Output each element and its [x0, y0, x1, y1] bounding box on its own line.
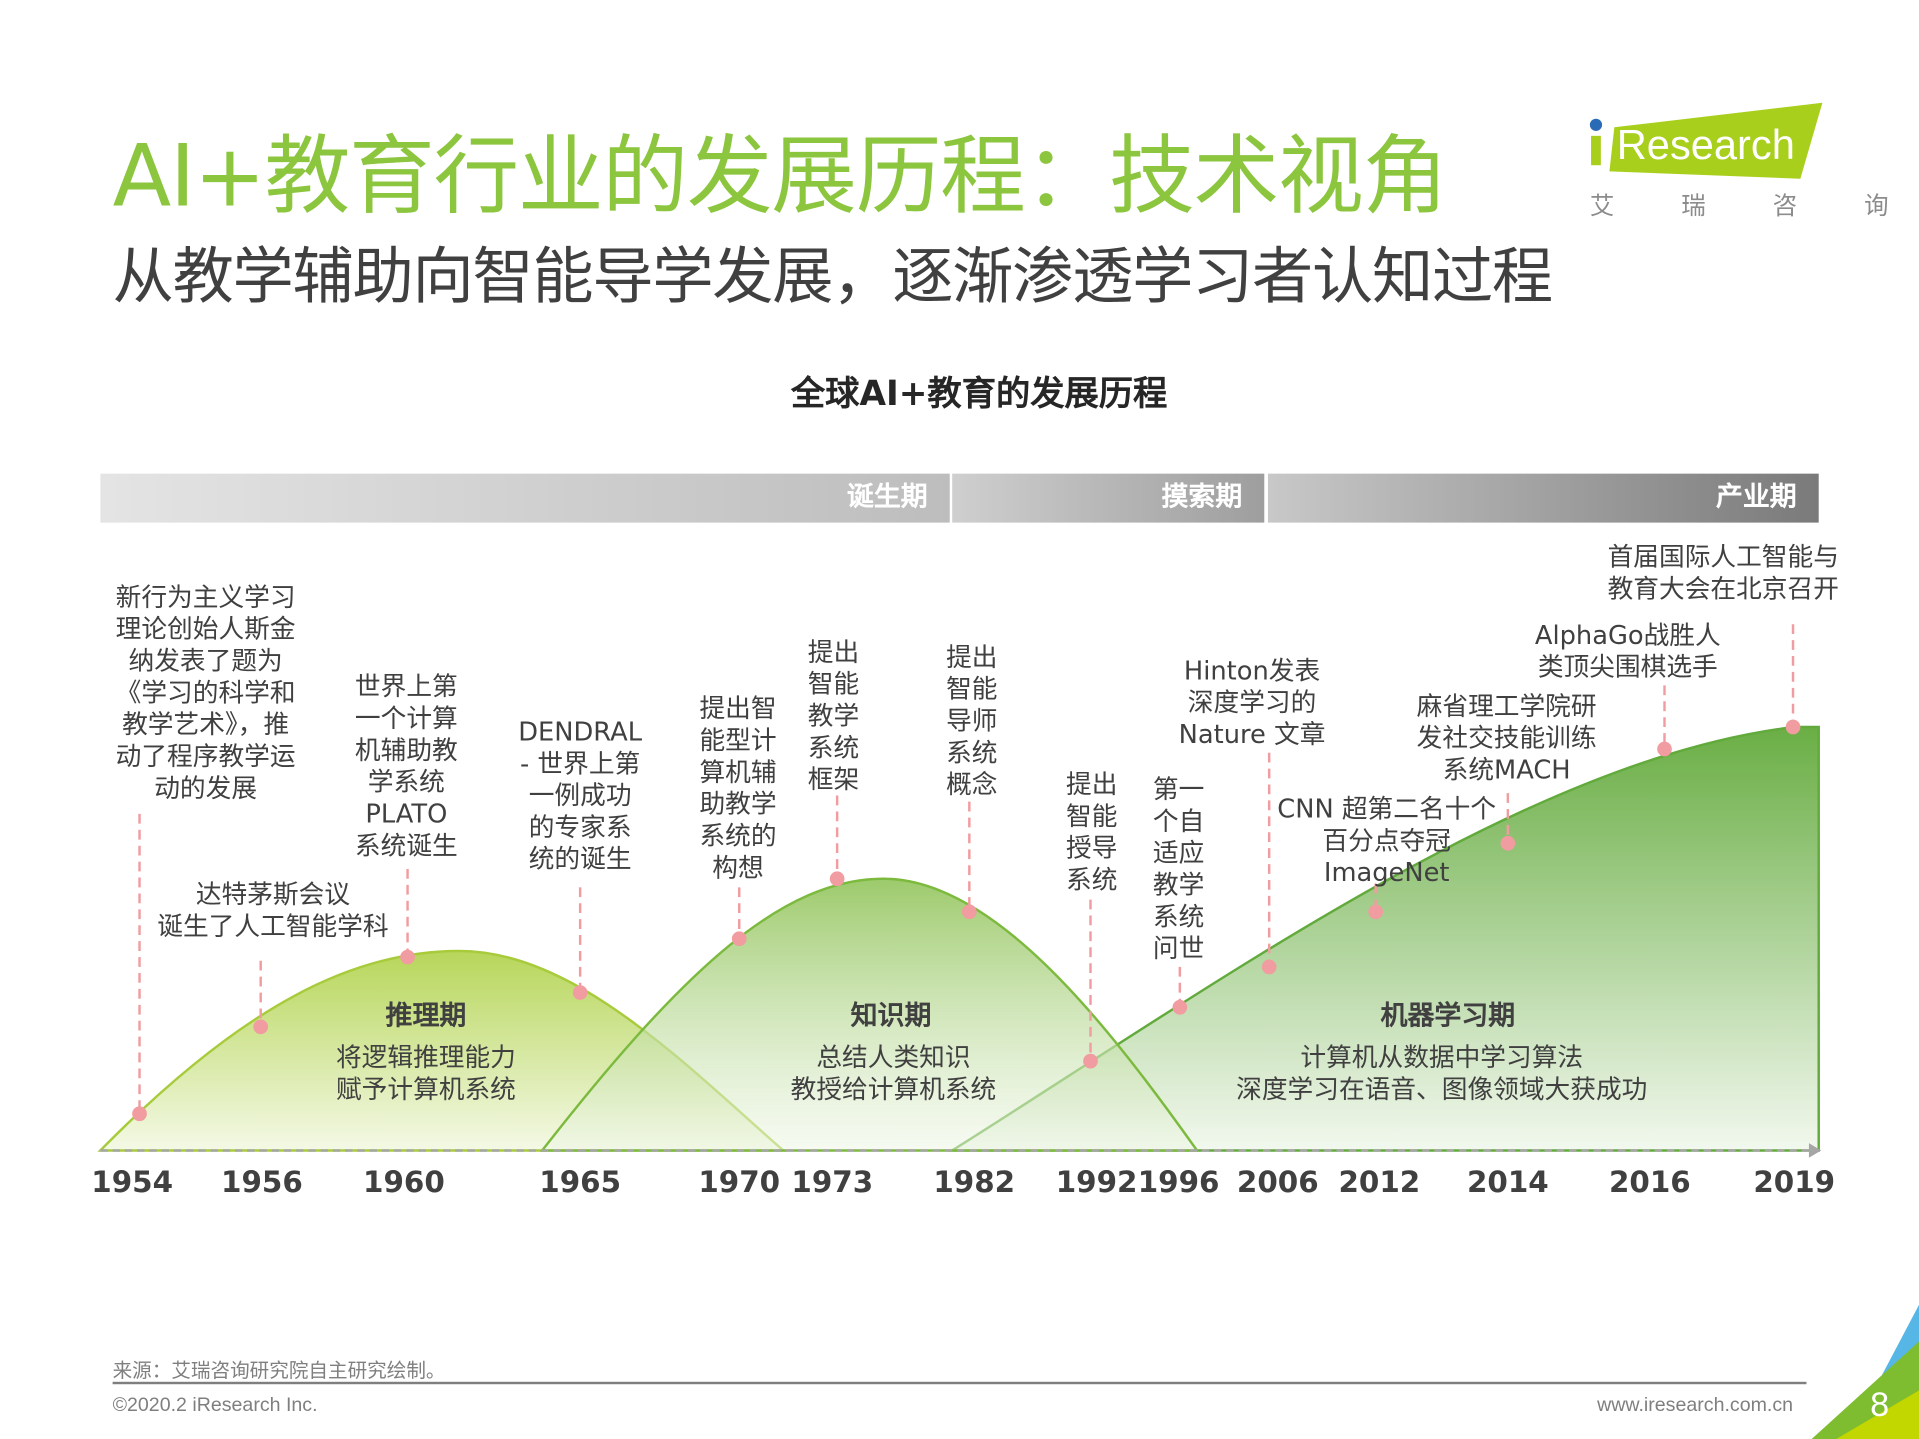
axis-arrow-icon — [1808, 1143, 1822, 1158]
event-label: 新行为主义学习 理论创始人斯金 纳发表了题为 《学习的科学和 教学艺术》，推 动… — [115, 582, 296, 803]
event-label: 首届国际人工智能与 教育大会在北京召开 — [1607, 542, 1839, 604]
hill-desc: 计算机从数据中学习算法 深度学习在语音、图像领域大获成功 — [1236, 1042, 1648, 1104]
chart-title: 全球AI+教育的发展历程 — [790, 373, 1168, 414]
event-dot — [961, 904, 977, 920]
event-label: 提出 智能 导师 系统 概念 — [946, 642, 998, 800]
year-label: 2019 — [1753, 1165, 1836, 1200]
year-label: 1970 — [698, 1165, 781, 1200]
phase-explore: 摸索期 — [952, 473, 1265, 523]
year-label: 1956 — [221, 1165, 303, 1200]
logo-graphic: Research — [1589, 102, 1823, 179]
event-dot — [1500, 835, 1516, 851]
event-dot — [132, 1106, 147, 1122]
phase-birth: 诞生期 — [100, 473, 950, 523]
year-label: 2006 — [1236, 1165, 1319, 1200]
event-label: Hinton发表 深度学习的 Nature 文章 — [1178, 656, 1326, 750]
event-dot — [1083, 1053, 1098, 1069]
corner-decoration — [1811, 1304, 1919, 1439]
page-title: AI+教育行业的发展历程：技术视角 — [112, 126, 1449, 227]
page-subtitle: 从教学辅助向智能导学发展，逐渐渗透学习者认知过程 — [112, 241, 1554, 313]
event-dot — [1261, 959, 1277, 975]
event-dot — [1785, 719, 1801, 735]
hill-name: 机器学习期 — [1380, 1001, 1516, 1032]
year-label: 1954 — [91, 1165, 174, 1200]
event-dot — [1657, 741, 1672, 757]
event-label: DENDRAL - 世界上第 一例成功 的专家系 统的诞生 — [518, 717, 643, 874]
event-label: 提出 智能 授导 系统 — [1066, 769, 1118, 895]
year-label: 1982 — [933, 1165, 1016, 1200]
year-label: 1996 — [1137, 1165, 1220, 1200]
page-number: 8 — [1870, 1385, 1890, 1424]
year-label: 1960 — [363, 1165, 445, 1200]
year-label: 1973 — [791, 1165, 874, 1200]
event-dot — [829, 871, 845, 887]
hill-name: 知识期 — [850, 1001, 932, 1032]
event-label: 第一 个自 适应 教学 系统 问世 — [1152, 774, 1205, 964]
year-label: 2012 — [1338, 1165, 1421, 1200]
year-label: 1992 — [1055, 1165, 1138, 1200]
copyright: ©2020.2 iResearch Inc. — [112, 1395, 318, 1417]
source-note: 来源：艾瑞咨询研究院自主研究绘制。 — [112, 1360, 446, 1382]
event-dot — [1172, 999, 1188, 1015]
hill-name: 推理期 — [385, 1001, 467, 1032]
event-dot — [253, 1019, 269, 1035]
phase-industry: 产业期 — [1267, 473, 1819, 523]
year-label: 2016 — [1608, 1165, 1691, 1200]
hill-desc: 将逻辑推理能力 赋予计算机系统 — [335, 1042, 516, 1104]
event-label: 麻省理工学院研 发社交技能训练 系统MACH — [1416, 691, 1597, 785]
event-label: 提出 智能 教学 系统 框架 — [807, 637, 860, 795]
event-label: 提出智 能型计 算机辅 助教学 系统的 构想 — [699, 693, 777, 883]
event-label: AlphaGo战胜人 类顶尖围棋选手 — [1534, 620, 1721, 682]
event-dot — [400, 949, 415, 965]
footer-divider — [112, 1381, 1807, 1385]
iresearch-logo: Research 艾 瑞 咨 询 — [1585, 100, 1889, 222]
hill-knowledge — [539, 877, 1200, 1152]
event-label: 世界上第 一个计算 机辅助教 学系统 PLATO 系统诞生 — [354, 671, 458, 861]
logo-cn: 艾 瑞 咨 询 — [1589, 190, 1906, 221]
svg-text:Research: Research — [1617, 121, 1795, 168]
event-label: 达特茅斯会议 诞生了人工智能学科 — [157, 879, 389, 942]
event-dot — [731, 931, 747, 947]
event-dot — [1368, 904, 1384, 920]
year-label: 2014 — [1466, 1165, 1549, 1200]
event-label: CNN 超第二名十个 百分点夺冠 ImageNet — [1277, 794, 1497, 888]
hill-desc: 总结人类知识 教授给计算机系统 — [790, 1042, 997, 1104]
website-link[interactable]: www.iresearch.com.cn — [1597, 1395, 1794, 1417]
year-label: 1965 — [539, 1165, 622, 1200]
event-dot — [572, 985, 588, 1000]
